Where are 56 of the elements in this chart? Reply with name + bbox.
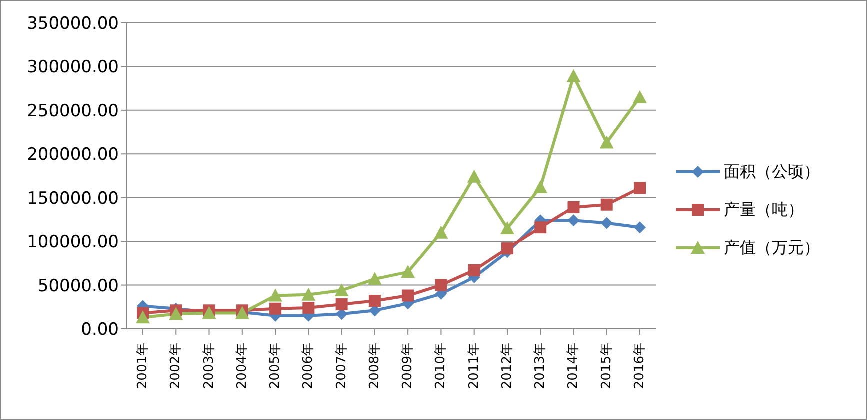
x-tick-label: 2008年 — [367, 343, 382, 390]
x-tick-label: 2014年 — [566, 343, 582, 390]
point — [468, 264, 480, 276]
point — [334, 284, 349, 297]
x-tick-label: 2010年 — [434, 343, 449, 390]
point — [302, 288, 316, 301]
x-tick-label: 2002年 — [168, 343, 184, 390]
point — [368, 272, 382, 286]
point — [600, 217, 613, 230]
point — [336, 298, 348, 311]
x-tick-label: 2004年 — [234, 343, 250, 390]
point — [434, 226, 448, 239]
point — [435, 279, 448, 292]
legend-label: 面积（公顷） — [724, 162, 820, 182]
x-tick-label: 2012年 — [500, 343, 515, 390]
point — [633, 90, 647, 104]
x-tick-label: 2007年 — [334, 343, 350, 390]
point — [136, 310, 150, 324]
y-tick-label: 150000.00 — [27, 188, 119, 209]
point — [500, 221, 514, 234]
x-tick-label: 2011年 — [466, 343, 482, 390]
y-tick-label: 100000.00 — [27, 232, 119, 253]
point — [402, 290, 414, 302]
y-tick-label: 200000.00 — [27, 145, 119, 166]
x-tick-label: 2015年 — [599, 343, 614, 390]
y-tick-label: 50000.00 — [38, 276, 119, 296]
x-tick-label: 2009年 — [400, 343, 416, 390]
y-tick-label: 250000.00 — [27, 101, 119, 122]
point — [634, 182, 646, 194]
point — [600, 136, 614, 149]
y-tick-label: 350000.00 — [27, 14, 119, 34]
x-tick-label: 2005年 — [268, 343, 284, 390]
point — [302, 302, 315, 314]
x-tick-label: 2013年 — [533, 343, 548, 390]
point — [634, 222, 646, 234]
point — [401, 265, 416, 278]
x-tick-label: 2016年 — [632, 343, 648, 390]
y-tick-label: 300000.00 — [27, 58, 119, 78]
point — [568, 214, 580, 227]
point — [467, 170, 482, 183]
legend-label: 产值（万元） — [724, 238, 820, 258]
legend-label: 产量（吨） — [724, 200, 804, 220]
x-tick-label: 2003年 — [202, 343, 217, 390]
x-tick-label: 2006年 — [301, 343, 316, 390]
point — [368, 295, 381, 308]
point — [169, 307, 184, 320]
point — [600, 198, 613, 211]
x-tick-label: 2001年 — [136, 343, 150, 390]
point — [566, 69, 581, 82]
point — [268, 288, 283, 302]
y-tick-label: 0.00 — [81, 320, 119, 340]
point — [534, 180, 548, 194]
point — [270, 302, 282, 315]
point — [568, 201, 580, 214]
point — [534, 222, 547, 234]
point — [501, 242, 514, 255]
